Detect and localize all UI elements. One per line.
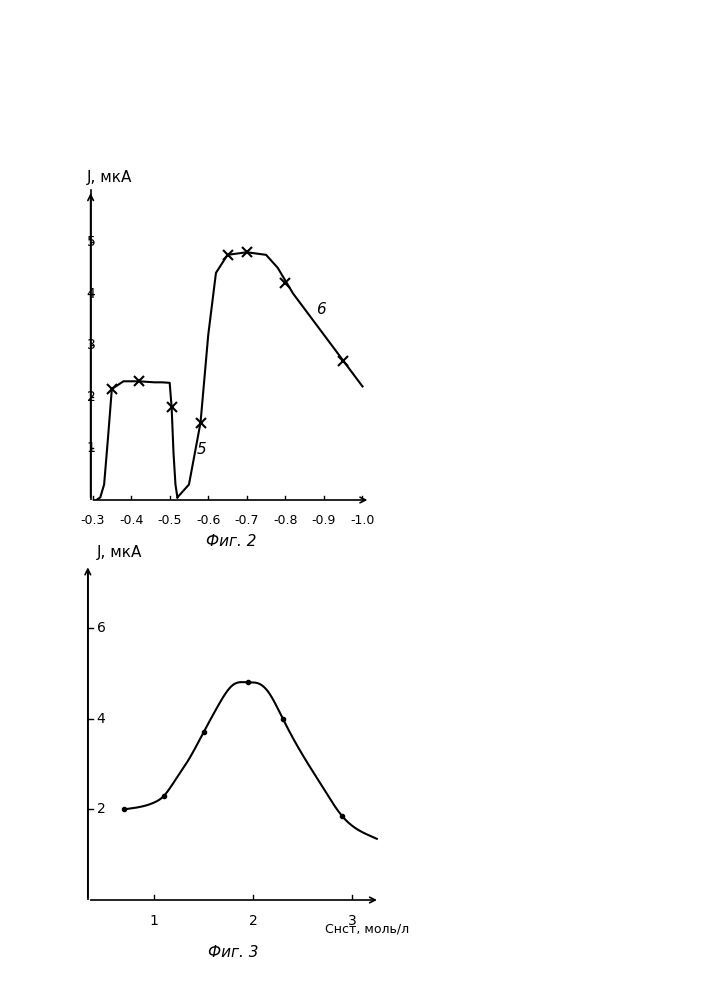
- Text: 6: 6: [97, 621, 105, 635]
- Text: -0.7: -0.7: [235, 514, 259, 527]
- Text: 4: 4: [97, 712, 105, 726]
- Text: 5: 5: [87, 235, 95, 249]
- Text: -0.8: -0.8: [273, 514, 298, 527]
- Text: -1.0: -1.0: [350, 514, 375, 527]
- Text: 5: 5: [197, 442, 206, 457]
- Text: -0.9: -0.9: [312, 514, 336, 527]
- Text: Фиг. 3: Фиг. 3: [208, 945, 259, 960]
- Text: -0.3: -0.3: [81, 514, 105, 527]
- Text: 1: 1: [150, 914, 158, 928]
- Text: J, мкА: J, мкА: [97, 545, 142, 560]
- Text: 6: 6: [316, 302, 326, 317]
- Text: -0.4: -0.4: [119, 514, 144, 527]
- Text: 4: 4: [87, 287, 95, 301]
- Text: 3: 3: [348, 914, 356, 928]
- Text: 1: 1: [87, 441, 95, 455]
- Text: 2: 2: [97, 802, 105, 816]
- Text: -0.6: -0.6: [196, 514, 221, 527]
- Text: 2: 2: [249, 914, 257, 928]
- Text: 3: 3: [87, 338, 95, 352]
- Text: 2: 2: [87, 390, 95, 404]
- Text: -0.5: -0.5: [158, 514, 182, 527]
- Text: Cнст, моль/л: Cнст, моль/л: [325, 923, 409, 936]
- Text: Фиг. 2: Фиг. 2: [206, 534, 257, 549]
- Text: J, мкА: J, мкА: [87, 170, 132, 185]
